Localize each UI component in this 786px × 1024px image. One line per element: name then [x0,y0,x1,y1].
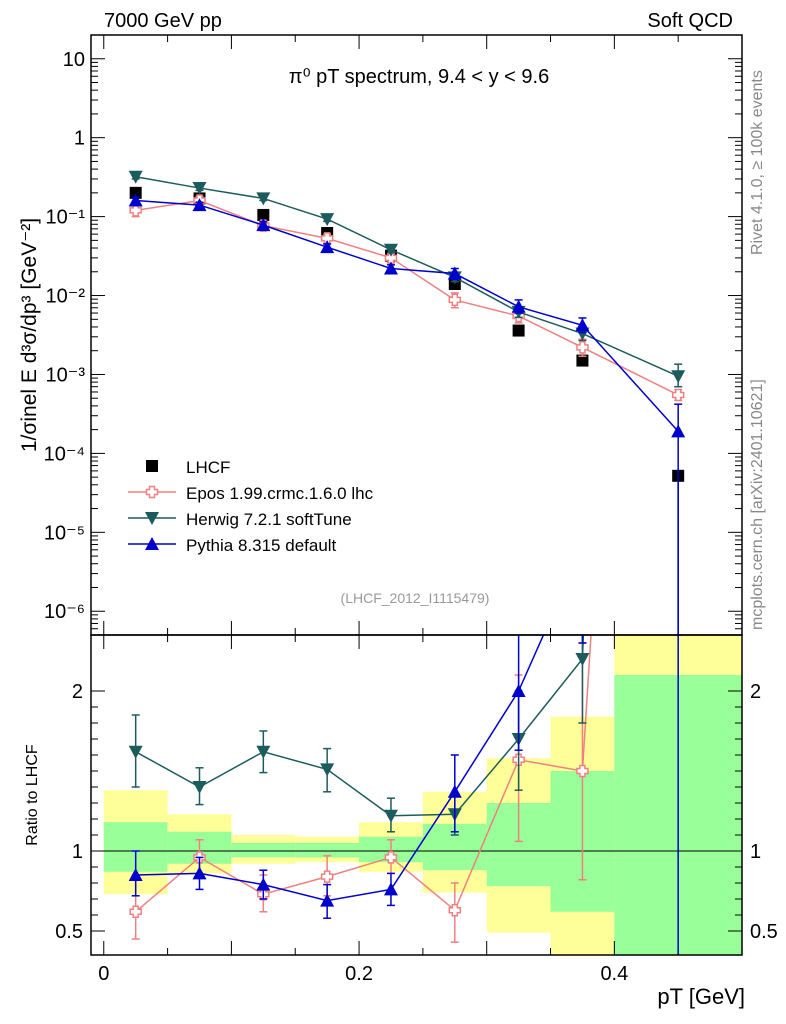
ratio-y-tick-label: 1 [72,841,83,863]
data-point [192,198,207,212]
ratio-ylabel: Ratio to LHCF [24,744,41,846]
data-point [511,684,526,697]
data-point [256,218,271,232]
main-axes: 10 1 10⁻¹ 10⁻² 10⁻³ 10⁻⁴ 10⁻⁵ 10⁻⁶ [44,34,743,636]
header-left: 7000 GeV pp [104,10,222,32]
data-point [383,882,398,896]
y-tick-label: 10⁻⁴ [44,443,85,465]
y-tick-label: 10⁻² [46,286,86,308]
ratio-y-tick-label-right: 0.5 [750,921,778,943]
legend-marker [145,512,159,525]
data-point [448,903,462,917]
data-point [320,893,335,907]
data-point [576,764,589,778]
y-tick-label: 1 [74,128,85,150]
green-band [231,843,296,858]
y-tick-label: 10⁻⁵ [44,522,85,544]
data-point [383,809,398,823]
analysis-id: (LHCF_2012_I1115479) [341,590,490,606]
ratio-frame [90,634,743,956]
data-point [192,781,207,794]
x-axis-label: pT [GeV] [657,984,745,1009]
y-tick-label: 10⁻⁶ [44,601,85,623]
rivet-label: Rivet 4.1.0, ≥ 100k events [749,70,766,255]
data-point [512,324,525,337]
legend-marker [145,537,159,550]
main-series [128,170,686,635]
main-series-lhcf [129,186,685,482]
ratio-y-tick-label: 2 [72,681,83,703]
data-point [257,208,270,221]
ratio-y-tick-label-right: 1 [750,841,761,863]
chart-title: π⁰ pT spectrum, 9.4 < y < 9.6 [289,66,549,88]
data-point [129,204,142,217]
data-point [511,299,526,313]
data-point [671,424,686,438]
data-point [576,341,589,354]
data-point [320,870,334,883]
data-point [129,186,142,199]
main-ylabel: 1/σinel E d³σ/dp³ [GeV⁻²] [18,218,41,452]
legend-marker [145,485,159,499]
x-tick-label: 0.4 [600,963,628,985]
series-line [135,199,679,432]
mcplots-label: mcplots.cern.ch [arXiv:2401.10621] [749,379,766,630]
ratio-y-tick-label-right: 2 [750,681,761,703]
data-point [575,318,590,332]
data-point [320,763,335,777]
data-point [320,240,335,254]
ratio-bands [91,635,742,955]
data-point [256,745,271,759]
data-point [192,866,207,880]
data-point [575,653,590,666]
x-tick-label: 0 [98,963,109,985]
data-point [447,266,462,280]
y-tick-label: 10 [63,49,85,71]
main-series-epos [129,194,685,402]
ratio-y-tick-label: 0.5 [55,921,83,943]
data-point [384,851,398,864]
ratio-series-herwig [128,635,683,836]
data-point [447,784,462,798]
y-tick-label: 10⁻³ [46,364,86,386]
y-tick-label: 10⁻¹ [46,207,86,229]
data-point [128,868,143,881]
data-point [320,213,335,227]
legend: LHCF Epos 1.99.crmc.1.6.0 lhc Herwig 7.2.1… [128,458,374,555]
legend-label: Pythia 8.315 default [186,536,337,555]
x-tick-label: 0.2 [345,963,373,985]
data-point [448,293,462,307]
data-point [256,877,271,891]
data-point [383,243,398,257]
series-line [135,635,585,817]
data-point [128,745,143,759]
ratio-series-pythia [128,635,679,955]
data-point [128,170,143,184]
data-point [671,370,686,384]
data-point [256,192,271,206]
ratio-series-clipped [128,635,683,955]
main-series-pythia [128,193,686,635]
data-point [671,388,685,402]
data-point [129,905,142,919]
legend-marker [146,460,158,472]
legend-label: LHCF [186,458,230,477]
series-line [135,199,679,396]
data-point [576,354,589,367]
main-series-herwig [128,170,686,388]
data-point [192,182,207,196]
ratio-series [128,635,683,955]
data-point [384,251,398,265]
header-right: Soft QCD [647,10,733,32]
green-band [295,843,360,858]
legend-label: Epos 1.99.crmc.1.6.0 lhc [186,484,374,503]
legend-label: Herwig 7.2.1 softTune [186,510,352,529]
data-point [383,261,398,275]
data-point [128,193,143,207]
